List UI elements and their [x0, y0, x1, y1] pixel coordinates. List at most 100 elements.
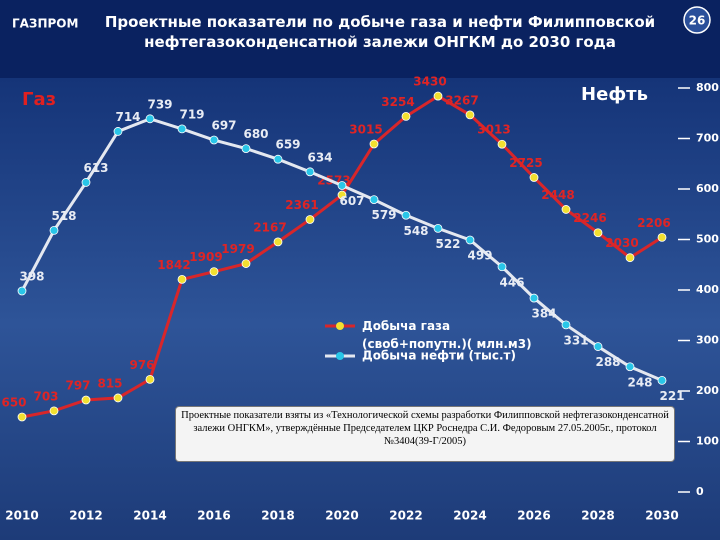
data-label: 1979: [221, 242, 254, 256]
x-tick-label: 2012: [69, 509, 102, 523]
data-label: 2361: [285, 198, 318, 212]
data-point: [305, 167, 315, 177]
y2-tick-label: 600: [696, 182, 719, 195]
x-tick-label: 2018: [261, 509, 294, 523]
data-label: 2030: [605, 236, 638, 250]
data-point: [305, 215, 315, 224]
data-label: 2725: [509, 156, 542, 170]
data-label: 1909: [189, 250, 222, 264]
data-point: [593, 228, 603, 238]
logo: ГАЗПРОМ: [12, 17, 78, 31]
header-band: [0, 0, 720, 78]
y2-tick-label: 700: [696, 132, 719, 145]
x-tick-label: 2020: [325, 509, 358, 523]
legend-marker: [336, 352, 344, 360]
data-point: [561, 205, 571, 214]
data-point: [625, 253, 635, 263]
y2-tick-label: 200: [696, 384, 719, 397]
data-point: [81, 178, 91, 187]
chart-title: Проектные показатели по добыче газа и не…: [105, 13, 655, 51]
data-label: 634: [307, 150, 332, 164]
data-point: [273, 237, 283, 247]
data-label: 697: [211, 119, 236, 133]
data-label: 3430: [413, 75, 446, 89]
data-point: [241, 144, 251, 154]
data-point: [209, 135, 219, 145]
data-label: 288: [595, 355, 620, 369]
data-label: 680: [243, 127, 268, 141]
x-tick-label: 2024: [453, 509, 486, 523]
data-point: [17, 412, 27, 422]
y2-tick-label: 500: [696, 233, 719, 246]
legend-marker: [336, 322, 344, 330]
data-label: 2206: [637, 216, 670, 230]
data-label: 703: [33, 389, 58, 403]
data-label: 248: [627, 375, 652, 389]
data-label: 548: [403, 224, 428, 238]
x-tick-label: 2028: [581, 509, 614, 523]
page-badge: [683, 6, 711, 34]
data-point: [177, 124, 187, 134]
legend-label: Добыча нефти (тыс.т): [362, 349, 516, 363]
data-point: [273, 154, 283, 164]
data-point: [369, 139, 379, 149]
data-label: 607: [339, 194, 364, 208]
data-point: [113, 393, 123, 403]
data-label: 579: [371, 208, 396, 222]
data-label: 815: [97, 376, 122, 390]
data-label: 2246: [573, 211, 606, 225]
x-tick-label: 2030: [645, 509, 678, 523]
data-point: [401, 111, 411, 121]
y2-tick-label: 400: [696, 283, 719, 296]
data-point: [337, 181, 347, 190]
data-point: [529, 293, 539, 303]
x-tick-label: 2026: [517, 509, 550, 523]
page-number: 26: [689, 14, 706, 28]
data-point: [145, 374, 155, 384]
data-label: 650: [1, 395, 26, 409]
source-note: Проектные показатели взяты из «Технологи…: [175, 406, 675, 462]
data-label: 797: [65, 379, 90, 393]
y2-tick-label: 300: [696, 334, 719, 347]
data-point: [369, 195, 379, 205]
data-point: [433, 223, 443, 233]
data-label: 739: [147, 97, 172, 111]
data-label: 613: [83, 161, 108, 175]
y2-tick-label: 0: [696, 485, 704, 498]
data-point: [497, 262, 507, 272]
x-tick-label: 2010: [5, 509, 38, 523]
data-point: [209, 267, 219, 277]
data-label: 714: [115, 110, 140, 124]
data-point: [433, 91, 443, 101]
data-label: 446: [499, 275, 524, 289]
data-point: [497, 139, 507, 149]
data-label: 221: [659, 389, 684, 403]
data-point: [465, 235, 475, 245]
data-point: [17, 286, 27, 296]
data-point: [401, 210, 411, 220]
data-point: [49, 406, 59, 416]
x-tick-label: 2016: [197, 509, 230, 523]
data-point: [113, 127, 123, 136]
data-point: [561, 320, 571, 330]
data-label: 518: [51, 209, 76, 223]
data-label: 3015: [349, 122, 382, 136]
x-tick-label: 2014: [133, 509, 166, 523]
x-tick-label: 2022: [389, 509, 422, 523]
data-point: [625, 362, 635, 372]
data-label: 331: [563, 333, 588, 347]
data-point: [657, 232, 667, 242]
data-point: [337, 190, 347, 200]
y2-tick-label: 100: [696, 435, 719, 448]
data-label: 719: [179, 107, 204, 121]
data-label: 2167: [253, 220, 286, 234]
data-point: [657, 375, 667, 385]
data-label: 384: [531, 307, 556, 321]
data-label: 522: [435, 237, 460, 251]
data-point: [241, 259, 251, 268]
data-label: 659: [275, 138, 300, 152]
data-label: 1842: [157, 258, 190, 272]
data-label: 3013: [477, 123, 510, 137]
y2-tick-label: 800: [696, 81, 719, 94]
data-label: 3254: [381, 95, 414, 109]
